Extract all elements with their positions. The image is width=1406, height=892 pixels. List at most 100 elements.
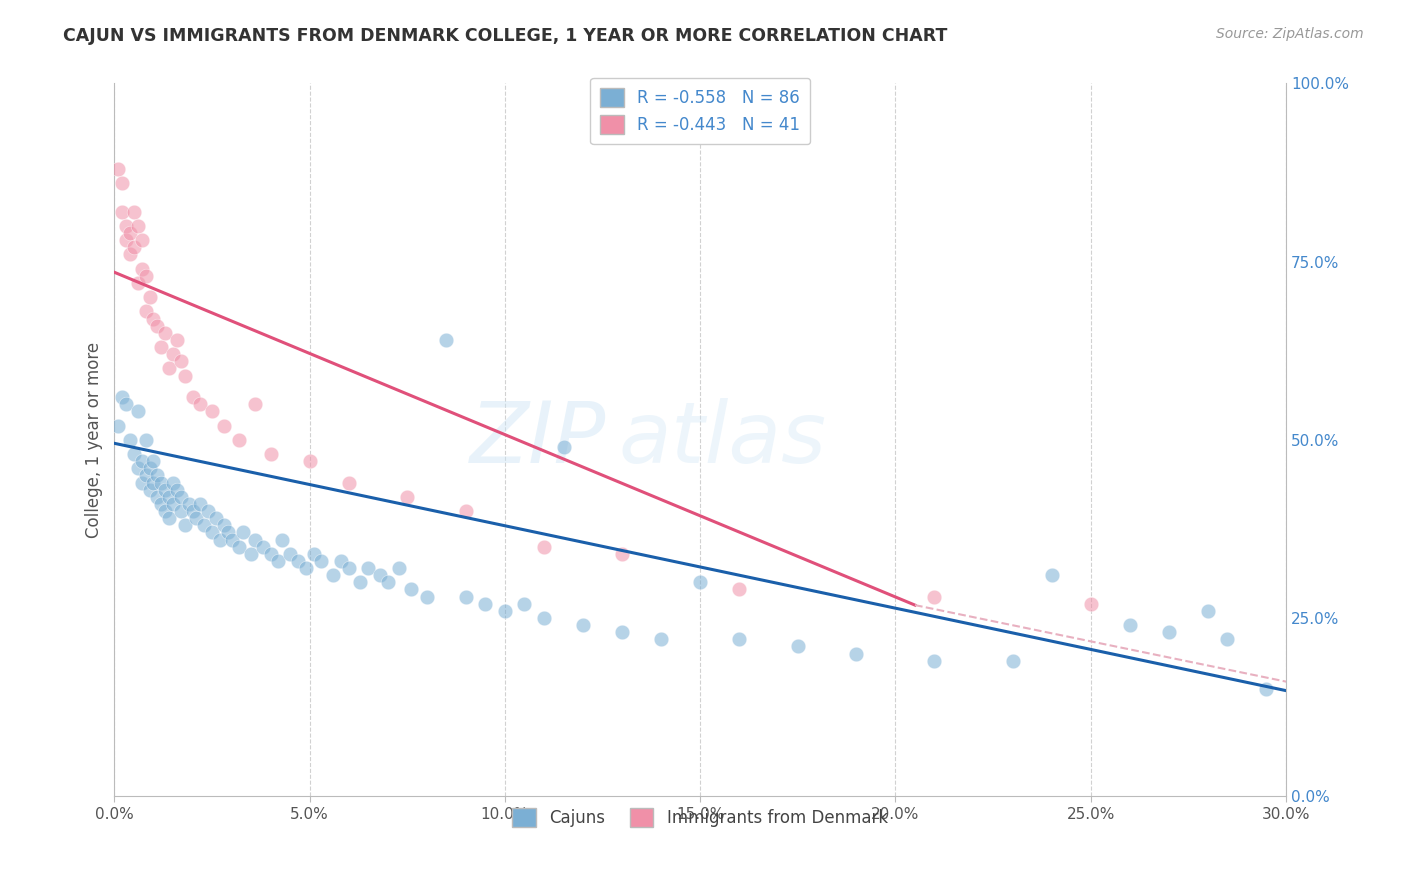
Point bbox=[728, 632, 751, 647]
Point bbox=[243, 533, 266, 547]
Point bbox=[205, 511, 228, 525]
Point bbox=[553, 440, 575, 454]
Point bbox=[150, 497, 173, 511]
Point bbox=[135, 304, 157, 318]
Point bbox=[294, 561, 316, 575]
Point bbox=[127, 276, 149, 290]
Point bbox=[298, 454, 321, 468]
Point bbox=[533, 540, 555, 554]
Point bbox=[388, 561, 411, 575]
Point bbox=[188, 497, 211, 511]
Point bbox=[153, 504, 176, 518]
Point bbox=[329, 554, 352, 568]
Point bbox=[157, 361, 180, 376]
Point bbox=[1256, 682, 1278, 697]
Point bbox=[302, 547, 325, 561]
Point bbox=[454, 504, 477, 518]
Point bbox=[162, 475, 184, 490]
Point bbox=[111, 390, 134, 404]
Point bbox=[228, 433, 250, 447]
Point bbox=[924, 654, 946, 668]
Point bbox=[135, 268, 157, 283]
Point bbox=[153, 483, 176, 497]
Point bbox=[368, 568, 391, 582]
Point bbox=[416, 590, 439, 604]
Point bbox=[399, 582, 422, 597]
Point bbox=[267, 554, 290, 568]
Point bbox=[131, 261, 153, 276]
Point bbox=[153, 326, 176, 340]
Point bbox=[111, 176, 134, 190]
Point bbox=[146, 318, 169, 333]
Point bbox=[138, 461, 160, 475]
Point bbox=[131, 454, 153, 468]
Point bbox=[650, 632, 672, 647]
Point bbox=[166, 483, 188, 497]
Point bbox=[142, 454, 165, 468]
Point bbox=[212, 518, 235, 533]
Point bbox=[252, 540, 274, 554]
Point bbox=[173, 518, 195, 533]
Point bbox=[259, 447, 281, 461]
Text: atlas: atlas bbox=[619, 398, 827, 482]
Point bbox=[232, 525, 254, 540]
Y-axis label: College, 1 year or more: College, 1 year or more bbox=[86, 342, 103, 538]
Text: ZIP: ZIP bbox=[470, 398, 606, 482]
Point bbox=[162, 347, 184, 361]
Text: CAJUN VS IMMIGRANTS FROM DENMARK COLLEGE, 1 YEAR OR MORE CORRELATION CHART: CAJUN VS IMMIGRANTS FROM DENMARK COLLEGE… bbox=[63, 27, 948, 45]
Point bbox=[107, 418, 129, 433]
Point bbox=[135, 433, 157, 447]
Point bbox=[162, 497, 184, 511]
Point bbox=[1001, 654, 1024, 668]
Point bbox=[689, 575, 711, 590]
Point bbox=[157, 490, 180, 504]
Point bbox=[166, 333, 188, 347]
Point bbox=[513, 597, 536, 611]
Point bbox=[170, 490, 193, 504]
Point bbox=[287, 554, 309, 568]
Point bbox=[181, 504, 204, 518]
Point bbox=[474, 597, 496, 611]
Point bbox=[193, 518, 215, 533]
Point bbox=[142, 311, 165, 326]
Point bbox=[131, 475, 153, 490]
Point bbox=[181, 390, 204, 404]
Legend: Cajuns, Immigrants from Denmark: Cajuns, Immigrants from Denmark bbox=[506, 802, 894, 834]
Point bbox=[349, 575, 371, 590]
Point bbox=[115, 219, 138, 233]
Point bbox=[271, 533, 294, 547]
Point bbox=[138, 483, 160, 497]
Point bbox=[1157, 625, 1180, 640]
Point bbox=[118, 247, 141, 261]
Point bbox=[278, 547, 301, 561]
Point bbox=[115, 233, 138, 247]
Point bbox=[1216, 632, 1239, 647]
Point bbox=[212, 418, 235, 433]
Point bbox=[259, 547, 281, 561]
Point bbox=[377, 575, 399, 590]
Point bbox=[146, 490, 169, 504]
Point bbox=[142, 475, 165, 490]
Point bbox=[150, 340, 173, 354]
Point bbox=[127, 219, 149, 233]
Point bbox=[533, 611, 555, 625]
Point bbox=[728, 582, 751, 597]
Point bbox=[1197, 604, 1219, 618]
Point bbox=[122, 204, 145, 219]
Text: Source: ZipAtlas.com: Source: ZipAtlas.com bbox=[1216, 27, 1364, 41]
Point bbox=[240, 547, 263, 561]
Point bbox=[924, 590, 946, 604]
Point bbox=[494, 604, 516, 618]
Point bbox=[127, 404, 149, 418]
Point bbox=[131, 233, 153, 247]
Point bbox=[217, 525, 239, 540]
Point bbox=[122, 240, 145, 254]
Point bbox=[337, 561, 360, 575]
Point bbox=[107, 161, 129, 176]
Point bbox=[357, 561, 380, 575]
Point bbox=[201, 404, 224, 418]
Point bbox=[170, 354, 193, 368]
Point bbox=[454, 590, 477, 604]
Point bbox=[208, 533, 231, 547]
Point bbox=[138, 290, 160, 304]
